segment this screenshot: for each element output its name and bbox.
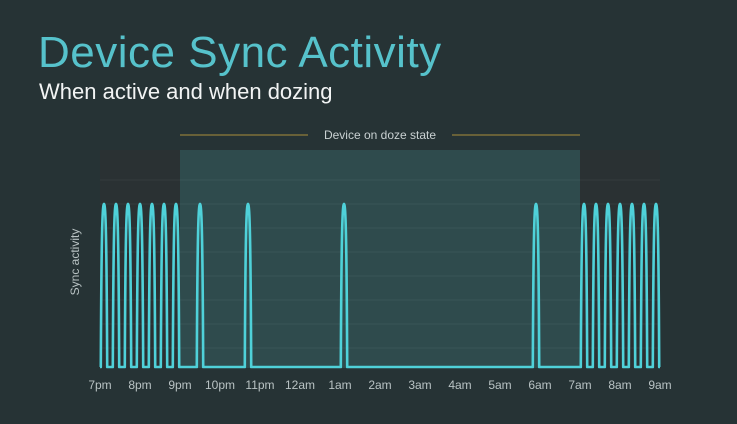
sync-burst-peak — [642, 202, 646, 206]
x-tick-label: 3am — [408, 378, 431, 392]
sync-burst-peak — [162, 202, 166, 206]
sync-burst-peak — [342, 202, 346, 206]
x-tick-label: 1am — [328, 378, 351, 392]
sync-burst-peak — [582, 202, 586, 206]
doze-state-label: Device on doze state — [324, 128, 436, 142]
x-tick-label: 4am — [448, 378, 471, 392]
sync-burst-peak — [126, 202, 130, 206]
x-tick-label: 7pm — [88, 378, 111, 392]
sync-burst-peak — [618, 202, 622, 206]
chart-title: Device Sync Activity — [38, 28, 442, 77]
sync-activity-line — [99, 202, 661, 369]
x-axis-ticks: 7pm 8pm 9pm 10pm 11pm 12am 1am 2am 3am 4am 5am 6am 7… — [88, 378, 671, 392]
sync-burst-peak — [102, 202, 106, 206]
sync-burst-peak — [606, 202, 610, 206]
x-tick-label: 9pm — [168, 378, 191, 392]
sync-burst-peak — [246, 202, 250, 206]
grid-lines — [100, 179, 660, 349]
x-tick-label: 8pm — [128, 378, 151, 392]
sync-burst-peak — [150, 202, 154, 206]
chart-subtitle: When active and when dozing — [39, 79, 333, 104]
sync-burst-peak — [630, 202, 634, 206]
sync-burst-peak — [534, 202, 538, 206]
sync-burst-peak — [654, 202, 658, 206]
sync-burst-peak — [594, 202, 598, 206]
doze-annotation: Device on doze state — [180, 128, 580, 142]
x-tick-label: 9am — [648, 378, 671, 392]
sync-burst-peak — [114, 202, 118, 206]
doze-region — [180, 150, 580, 368]
background-regions — [100, 150, 660, 368]
x-tick-label: 6am — [528, 378, 551, 392]
y-axis-label: Sync activity — [68, 229, 82, 296]
sync-series — [99, 202, 661, 369]
x-tick-label: 11pm — [245, 378, 274, 392]
x-tick-label: 2am — [368, 378, 391, 392]
sync-burst-peak — [198, 202, 202, 206]
sync-burst-peak — [174, 202, 178, 206]
x-tick-label: 8am — [608, 378, 631, 392]
x-tick-label: 12am — [285, 378, 315, 392]
x-tick-label: 7am — [568, 378, 591, 392]
sync-burst-peak — [138, 202, 142, 206]
x-tick-label: 10pm — [205, 378, 235, 392]
x-tick-label: 5am — [488, 378, 511, 392]
